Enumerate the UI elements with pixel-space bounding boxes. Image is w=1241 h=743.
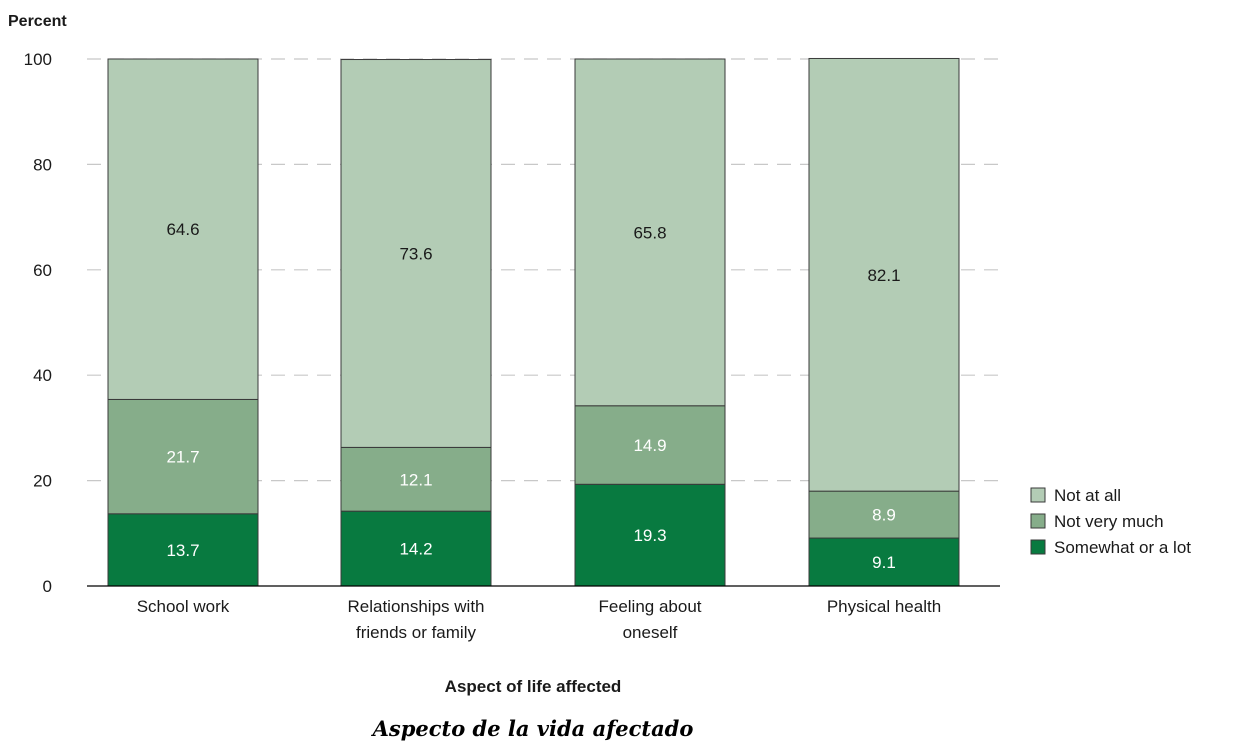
- y-axis-ticks: 0 20 40 60 80 100: [24, 50, 52, 596]
- y-tick-label: 20: [33, 472, 52, 491]
- y-tick-label: 100: [24, 50, 52, 69]
- bar-segment: [340, 59, 492, 448]
- bar-segment: [107, 58, 259, 400]
- data-label: 64.6: [166, 220, 199, 239]
- data-label: 13.7: [166, 541, 199, 560]
- bar-segment: [340, 510, 492, 587]
- legend-swatch: [1030, 487, 1046, 503]
- data-label: 19.3: [633, 526, 666, 545]
- legend-swatch: [1030, 539, 1046, 555]
- bar-segment: [808, 57, 960, 492]
- data-label: 65.8: [633, 223, 666, 242]
- legend-entry-label: Not very much: [1054, 512, 1164, 531]
- data-label: 21.7: [166, 448, 199, 467]
- y-tick-label: 40: [33, 366, 52, 385]
- data-label: 14.9: [633, 436, 666, 455]
- x-category-label: Relationships with: [347, 597, 484, 616]
- legend: Not at all Not very much Somewhat or a lot: [1030, 486, 1191, 557]
- data-label: 9.1: [872, 553, 896, 572]
- data-label: 73.6: [399, 244, 432, 263]
- bar-segment: [107, 513, 259, 587]
- legend-swatch: [1030, 513, 1046, 529]
- x-axis-categories: School work Relationships with friends or …: [137, 597, 941, 642]
- x-category-label: friends or family: [356, 623, 476, 642]
- x-category-label: Physical health: [827, 597, 941, 616]
- bar-segment: [808, 490, 960, 539]
- bar-segment: [574, 58, 726, 407]
- data-label: 12.1: [399, 470, 432, 489]
- y-tick-label: 0: [43, 577, 52, 596]
- y-tick-label: 80: [33, 155, 52, 174]
- x-category-label: oneself: [623, 623, 678, 642]
- legend-entry-label: Somewhat or a lot: [1054, 538, 1191, 557]
- bars: 13.7 21.7 64.6 14.2 12.1 73.6 19.3 14.9 65.8 9.1 8…: [107, 57, 960, 587]
- data-label: 14.2: [399, 540, 432, 559]
- chart-subtitle: Aspecto de la vida afectado: [371, 716, 694, 741]
- y-axis-label: Percent: [8, 13, 67, 30]
- x-category-label: Feeling about: [598, 597, 701, 616]
- bar-segment: [107, 398, 259, 515]
- data-label: 8.9: [872, 506, 896, 525]
- x-axis-label: Aspect of life affected: [445, 677, 622, 696]
- legend-entry-label: Not at all: [1054, 486, 1121, 505]
- data-label: 82.1: [867, 266, 900, 285]
- bar-segment: [574, 483, 726, 587]
- y-tick-label: 60: [33, 261, 52, 280]
- x-category-label: School work: [137, 597, 230, 616]
- bar-segment: [574, 405, 726, 485]
